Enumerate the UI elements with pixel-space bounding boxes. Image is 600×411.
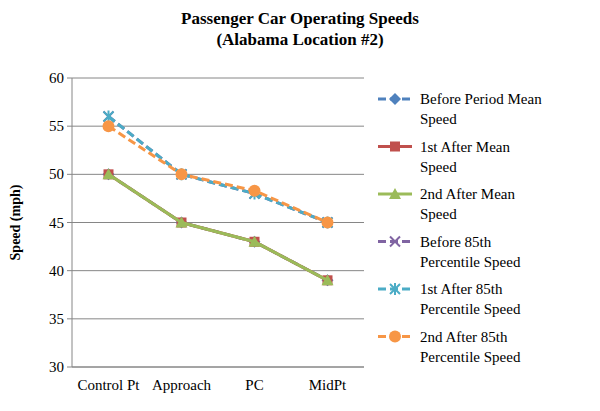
marker: [390, 283, 400, 295]
series-line: [109, 174, 328, 280]
grid-line: [72, 318, 364, 319]
plot-area: [103, 111, 334, 287]
grid-line: [72, 270, 364, 271]
y-axis: [72, 78, 73, 367]
y-tick-label: 60: [49, 70, 64, 86]
grid-line: [72, 367, 364, 368]
legend-label: 2nd After 85thPercentile Speed: [420, 329, 521, 365]
series-line: [109, 174, 328, 280]
marker: [322, 274, 334, 286]
marker: [389, 331, 401, 343]
x-tick-label: Control Pt: [77, 377, 140, 393]
y-tick-label: 30: [49, 359, 64, 375]
x-tick-label: PC: [245, 377, 263, 393]
subtitle: (Alabama Location #2): [216, 30, 383, 49]
marker: [177, 168, 187, 180]
grid-line: [72, 78, 364, 79]
marker: [176, 217, 188, 228]
y-tick-label: 45: [49, 215, 64, 231]
legend-label: 1st After 85thPercentile Speed: [420, 281, 521, 317]
marker: [104, 112, 114, 122]
x-axis: [72, 367, 364, 368]
y-axis-label: Speed (mph): [8, 184, 24, 260]
legend: Before Period MeanSpeed 1st After MeanSpe…: [378, 91, 542, 365]
y-tick: [67, 222, 72, 223]
marker: [249, 236, 261, 247]
y-tick: [67, 318, 72, 319]
legend-label: Before 85thPercentile Speed: [420, 234, 521, 270]
x-tick-label: MidPt: [309, 377, 347, 393]
marker: [103, 168, 115, 180]
y-tick-label: 40: [49, 263, 64, 279]
marker: [176, 168, 188, 180]
marker: [249, 185, 261, 197]
y-tick-label: 50: [49, 166, 64, 182]
marker: [389, 93, 401, 105]
marker: [323, 218, 333, 228]
marker: [103, 168, 115, 179]
grid-line: [72, 222, 364, 223]
series-line: [109, 117, 328, 223]
marker: [390, 142, 400, 152]
marker: [323, 217, 333, 229]
grid-line: [72, 126, 364, 127]
marker: [177, 169, 187, 179]
chart-container: Passenger Car Operating Speeds (Alabama L…: [0, 0, 600, 411]
marker: [322, 217, 334, 229]
y-tick-label: 35: [49, 311, 64, 327]
y-tick: [67, 174, 72, 175]
legend-label: Before Period MeanSpeed: [420, 91, 542, 127]
series-line: [109, 174, 328, 280]
y-tick-label: 55: [49, 118, 64, 134]
grid-line: [72, 174, 364, 175]
marker: [103, 120, 115, 132]
legend-label: 1st After MeanSpeed: [420, 139, 510, 175]
chart-svg: Passenger Car Operating Speeds (Alabama L…: [0, 0, 600, 411]
y-tick: [67, 367, 72, 368]
y-tick: [67, 126, 72, 127]
y-tick: [67, 270, 72, 271]
marker: [390, 237, 400, 247]
marker: [389, 188, 401, 199]
marker: [322, 274, 334, 285]
y-tick: [67, 78, 72, 79]
marker: [104, 169, 114, 179]
title: Passenger Car Operating Speeds: [181, 9, 419, 28]
series-line: [109, 117, 328, 223]
series-line: [109, 126, 328, 222]
legend-label: 2nd After MeanSpeed: [420, 186, 515, 222]
x-tick-label: Approach: [152, 377, 212, 393]
